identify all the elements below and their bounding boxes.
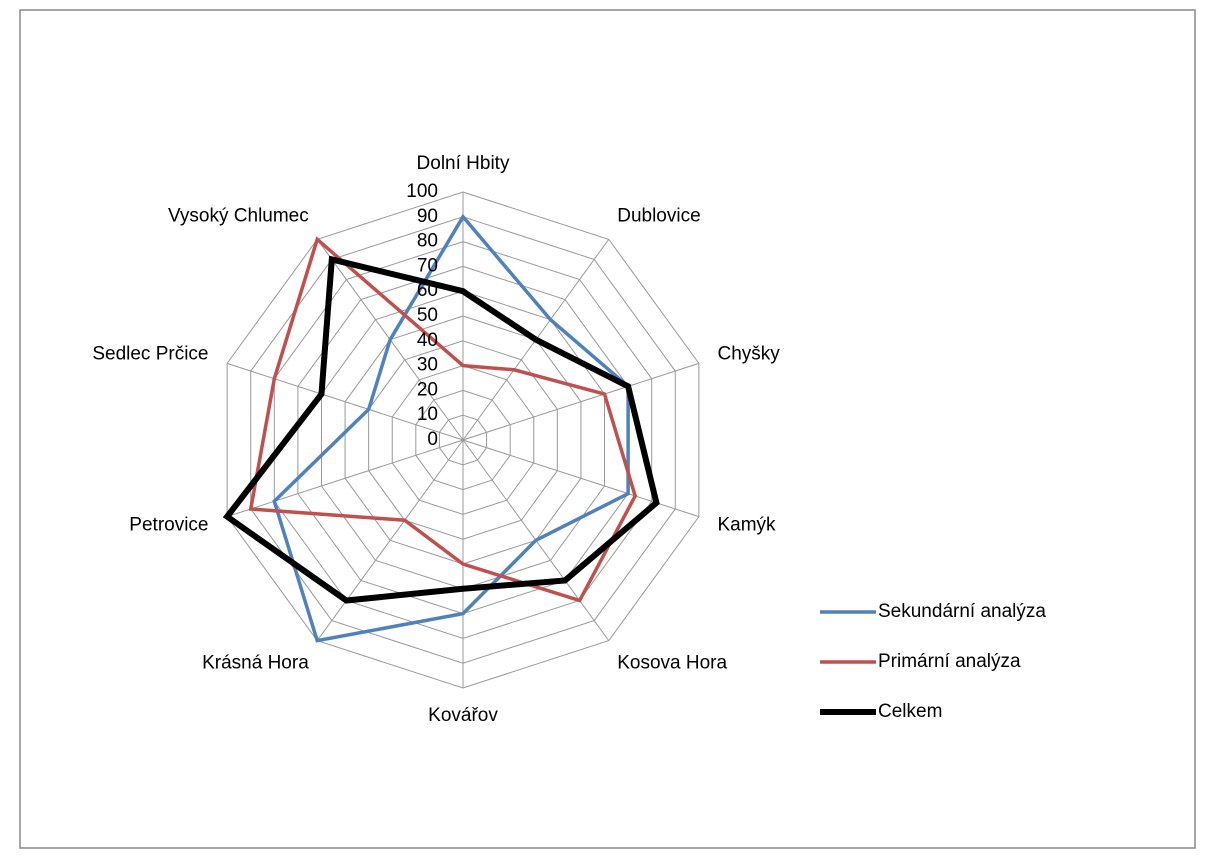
series-line <box>248 236 638 603</box>
legend-label: Celkem <box>878 701 942 722</box>
y-tick-label: 60 <box>417 280 438 301</box>
y-tick-label: 80 <box>417 231 438 252</box>
category-label: Kosova Hora <box>617 652 727 673</box>
category-label: Kovářov <box>428 705 498 726</box>
y-tick-label: 50 <box>417 305 438 326</box>
series-line <box>222 255 660 604</box>
chart-frame <box>19 9 1196 849</box>
category-label: Sedlec Prčice <box>92 344 208 365</box>
category-label: Vysoký Chlumec <box>168 206 309 227</box>
y-tick-label: 30 <box>417 355 438 376</box>
y-tick-label: 0 <box>427 429 438 450</box>
y-tick-label: 40 <box>417 330 438 351</box>
series-line <box>272 213 630 643</box>
y-tick-label: 70 <box>417 255 438 276</box>
category-label: Dolní Hbity <box>417 153 510 174</box>
category-label: Dublovice <box>617 206 700 227</box>
legend-label: Sekundární analýza <box>878 601 1046 622</box>
category-label: Chyšky <box>717 344 780 365</box>
legend-label: Primární analýza <box>878 651 1021 672</box>
y-tick-label: 20 <box>417 379 438 400</box>
spoke <box>462 362 700 441</box>
y-tick-label: 100 <box>406 181 438 202</box>
category-label: Krásná Hora <box>202 652 309 673</box>
spoke <box>226 362 464 441</box>
category-label: Kamýk <box>717 514 776 535</box>
spoke <box>316 439 464 641</box>
y-tick-label: 10 <box>417 404 438 425</box>
y-tick-label: 90 <box>417 206 438 227</box>
spoke <box>226 439 464 518</box>
category-label: Petrovice <box>129 514 208 535</box>
